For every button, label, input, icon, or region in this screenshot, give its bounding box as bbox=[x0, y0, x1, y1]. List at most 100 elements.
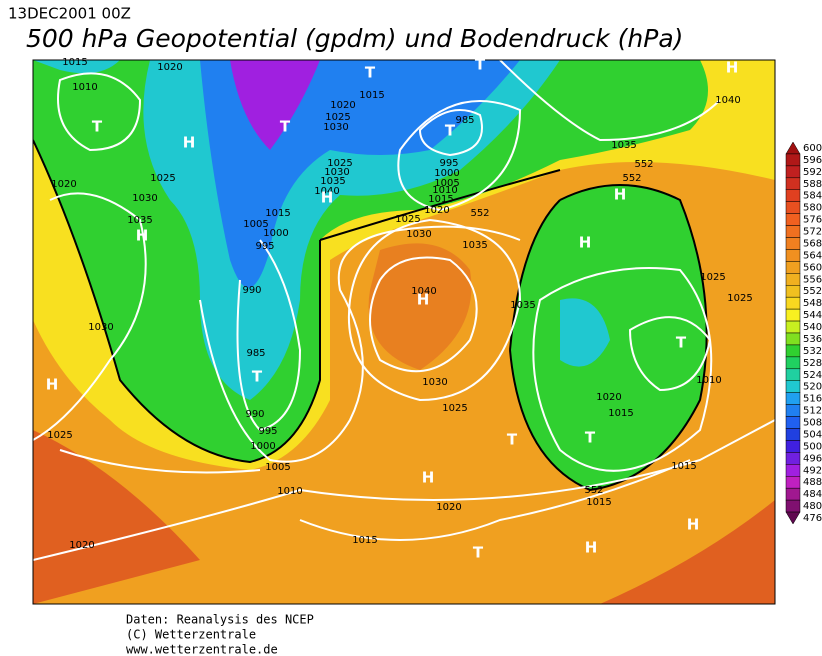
title: 500 hPa Geopotential (gpdm) und Bodendru… bbox=[26, 24, 683, 53]
isobar-label: 552 bbox=[634, 159, 653, 170]
colorbar-swatch bbox=[785, 452, 801, 465]
colorbar-swatch bbox=[785, 177, 801, 190]
colorbar-swatch bbox=[785, 476, 801, 489]
isobar-label: 1000 bbox=[250, 441, 275, 452]
colorbar-swatch bbox=[785, 296, 801, 310]
isobar-label: 1020 bbox=[424, 205, 449, 216]
colorbar-label: 580 bbox=[803, 203, 822, 214]
isobar-label: 1025 bbox=[150, 173, 175, 184]
pressure-center: T bbox=[585, 429, 596, 447]
isobar-label: 552 bbox=[470, 208, 489, 219]
pressure-center: T bbox=[92, 118, 103, 136]
isobar-label: 1025 bbox=[395, 214, 420, 225]
isobar-label: 552 bbox=[622, 173, 641, 184]
isobar-label: 1030 bbox=[323, 122, 348, 133]
isobar-label: 1035 bbox=[127, 215, 152, 226]
isobar-label: 985 bbox=[246, 348, 265, 359]
pressure-center: H bbox=[321, 189, 334, 207]
colorbar-swatch bbox=[785, 392, 801, 405]
isobar-label: 1020 bbox=[69, 540, 94, 551]
isobar-label: 995 bbox=[258, 426, 277, 437]
colorbar-swatch bbox=[785, 356, 801, 370]
isobar-label: 1005 bbox=[434, 178, 459, 189]
colorbar-label: 556 bbox=[803, 274, 822, 285]
isobar-label: 995 bbox=[255, 241, 274, 252]
pressure-center: H bbox=[417, 291, 430, 309]
isobar-label: 1030 bbox=[88, 322, 113, 333]
isobar-label: 1020 bbox=[330, 100, 355, 111]
isobar-label: 1035 bbox=[611, 140, 636, 151]
colorbar-label: 564 bbox=[803, 250, 822, 261]
isobar-label: 1020 bbox=[596, 392, 621, 403]
colorbar-swatch bbox=[785, 368, 801, 381]
map-field bbox=[33, 60, 775, 604]
isobar-label: 1000 bbox=[263, 228, 288, 239]
pressure-center: H bbox=[136, 227, 149, 245]
isobar-label: 1015 bbox=[359, 90, 384, 101]
pressure-center: H bbox=[614, 186, 627, 204]
colorbar-label: 592 bbox=[803, 167, 822, 178]
colorbar-label: 568 bbox=[803, 238, 822, 249]
isobar-label: 1020 bbox=[51, 179, 76, 190]
pressure-center: T bbox=[252, 368, 263, 386]
pressure-center: H bbox=[585, 539, 598, 557]
colorbar-swatch bbox=[785, 464, 801, 477]
isobar-label: 1015 bbox=[62, 57, 87, 68]
pressure-center: H bbox=[579, 234, 592, 252]
pressure-center: T bbox=[676, 334, 687, 352]
colorbar-swatch bbox=[785, 237, 801, 250]
isobar-label: 1015 bbox=[671, 461, 696, 472]
isobar-label: 1015 bbox=[265, 208, 290, 219]
colorbar-label: 576 bbox=[803, 215, 822, 226]
colorbar-swatch bbox=[785, 428, 801, 441]
colorbar-label: 552 bbox=[803, 286, 822, 297]
isobar-label: 1015 bbox=[352, 535, 377, 546]
footer-line: www.wetterzentrale.de bbox=[126, 643, 278, 656]
isobar-label: 1015 bbox=[428, 194, 453, 205]
pressure-center: H bbox=[46, 376, 59, 394]
colorbar-swatch bbox=[785, 285, 801, 298]
colorbar-label: 528 bbox=[803, 358, 822, 369]
isobar-label: 1025 bbox=[442, 403, 467, 414]
isobar-label: 1025 bbox=[325, 112, 350, 123]
colorbar-swatch bbox=[785, 249, 801, 262]
colorbar-label: 536 bbox=[803, 334, 822, 345]
colorbar-label: 544 bbox=[803, 310, 822, 321]
isobar-label: 1030 bbox=[132, 193, 157, 204]
colorbar-swatch bbox=[785, 141, 801, 155]
isobar-label: 1035 bbox=[462, 240, 487, 251]
isobar-label: 552 bbox=[584, 485, 603, 496]
pressure-center: H bbox=[183, 134, 196, 152]
colorbar-label: 492 bbox=[803, 465, 822, 476]
colorbar-swatch bbox=[785, 320, 801, 334]
colorbar-label: 600 bbox=[803, 143, 822, 154]
isobar-label: 1020 bbox=[436, 502, 461, 513]
colorbar-label: 596 bbox=[803, 155, 822, 166]
date: 13DEC2001 00Z bbox=[8, 5, 131, 23]
pressure-center: H bbox=[687, 516, 700, 534]
colorbar-swatch bbox=[785, 165, 801, 179]
pressure-center: H bbox=[726, 59, 739, 77]
colorbar-label: 476 bbox=[803, 513, 822, 524]
isobar-label: 995 bbox=[439, 158, 458, 169]
isobar-label: 1035 bbox=[510, 300, 535, 311]
isobar-label: 1030 bbox=[422, 377, 447, 388]
isobar-label: 985 bbox=[455, 115, 474, 126]
isobar-label: 1005 bbox=[243, 219, 268, 230]
colorbar-label: 520 bbox=[803, 382, 822, 393]
colorbar-swatch bbox=[785, 380, 801, 393]
isobar-label: 1030 bbox=[406, 229, 431, 240]
colorbar-label: 584 bbox=[803, 191, 822, 202]
pressure-center: T bbox=[507, 431, 518, 449]
colorbar-swatch bbox=[785, 344, 801, 358]
isobar-label: 1010 bbox=[72, 82, 97, 93]
colorbar-label: 548 bbox=[803, 298, 822, 309]
isobar-label: 1040 bbox=[411, 286, 436, 297]
isobar-label: 1025 bbox=[47, 430, 72, 441]
colorbar-label: 512 bbox=[803, 406, 822, 417]
colorbar-label: 572 bbox=[803, 227, 822, 238]
isobar-label: 1035 bbox=[320, 176, 345, 187]
isobar-label: 1010 bbox=[696, 375, 721, 386]
